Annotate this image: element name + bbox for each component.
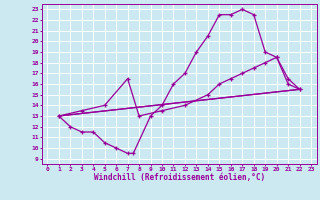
X-axis label: Windchill (Refroidissement éolien,°C): Windchill (Refroidissement éolien,°C) [94,173,265,182]
